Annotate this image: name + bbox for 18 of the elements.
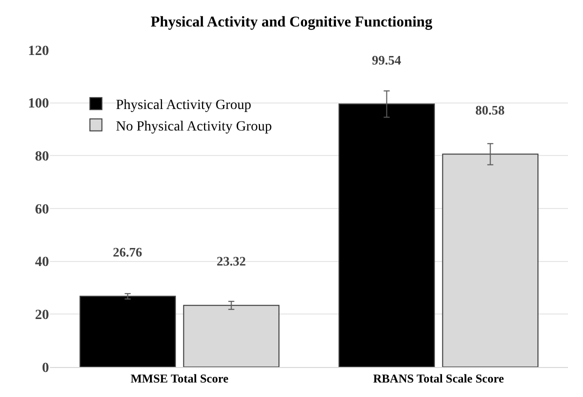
legend-label: No Physical Activity Group	[116, 119, 272, 134]
x-tick-label: MMSE Total Score	[130, 371, 230, 386]
y-tick-label: 120	[28, 44, 49, 59]
y-tick-label: 40	[35, 255, 49, 270]
x-tick-label: RBANS Total Scale Score	[373, 371, 505, 386]
data-label: 26.76	[112, 244, 143, 260]
data-label: 80.58	[475, 102, 506, 118]
y-tick-label: 80	[35, 150, 49, 165]
bar	[80, 296, 176, 367]
legend-label: Physical Activity Group	[116, 98, 252, 114]
bar	[338, 104, 435, 367]
data-label: 99.54	[372, 52, 402, 68]
y-tick-label: 0	[42, 360, 49, 376]
chart-title: Physical Activity and Cognitive Functioning	[150, 14, 433, 30]
data-label: 23.32	[216, 254, 246, 269]
y-tick-label: 100	[28, 96, 49, 112]
y-tick-label: 60	[35, 202, 49, 218]
y-tick-label: 20	[35, 308, 49, 324]
